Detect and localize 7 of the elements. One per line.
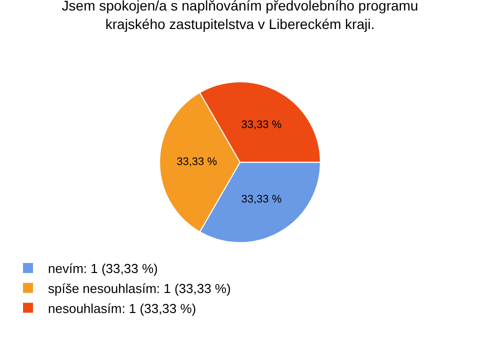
data-label: 33,33 % [241,118,282,131]
data-label: 33,33 % [176,156,218,168]
chart-title: Jsem spokojen/a s naplňováním předvolebního programu krajského zastupitelstva v Libereckém kraji. [62,0,418,32]
legend-label: nesouhlasím: 1 (33,33 %) [48,300,196,316]
legend-label: spíše nesouhlasím: 1 (33,33 %) [48,280,231,296]
legend-label: nevím: 1 (33,33 %) [48,261,158,276]
data-label: 33,33 % [241,194,282,206]
